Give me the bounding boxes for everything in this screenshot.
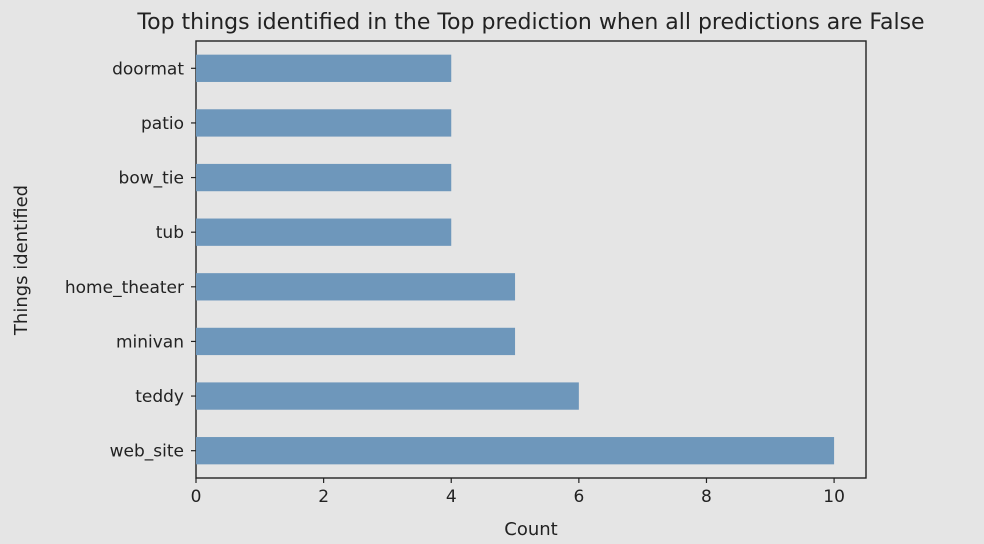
y-tick-label: tub	[156, 223, 184, 243]
y-tick-label: minivan	[116, 332, 184, 352]
y-tick-label: bow_tie	[119, 169, 184, 189]
x-tick-label: 8	[701, 487, 712, 507]
x-tick-label: 2	[318, 487, 329, 507]
y-tick-label: teddy	[135, 387, 184, 407]
bar-bow_tie	[196, 163, 452, 192]
bars-group	[196, 54, 835, 465]
y-tick-label: home_theater	[65, 278, 184, 298]
x-tick-label: 4	[446, 487, 457, 507]
x-tick-label: 10	[823, 487, 845, 507]
bar-minivan	[196, 327, 516, 356]
bar-patio	[196, 109, 452, 137]
y-tick-label: doormat	[112, 59, 184, 79]
bar-doormat	[196, 54, 452, 82]
bar-home_theater	[196, 273, 516, 301]
y-axis: web_site teddy minivan home_theater tub bow_t…	[65, 59, 196, 462]
bar-teddy	[196, 382, 579, 410]
y-tick-label: patio	[141, 114, 184, 134]
bar-web_site	[196, 437, 835, 465]
x-tick-label: 6	[573, 487, 584, 507]
x-tick-label: 0	[191, 487, 202, 507]
bar-tub	[196, 218, 452, 246]
plot-area	[195, 40, 867, 479]
y-axis-label: Things identified	[11, 185, 32, 336]
x-axis-label: Count	[504, 519, 557, 540]
x-axis: 0 2 4 6 8 10	[191, 478, 845, 507]
y-tick-label: web_site	[110, 442, 184, 462]
chart-title: Top things identified in the Top predict…	[136, 10, 924, 35]
